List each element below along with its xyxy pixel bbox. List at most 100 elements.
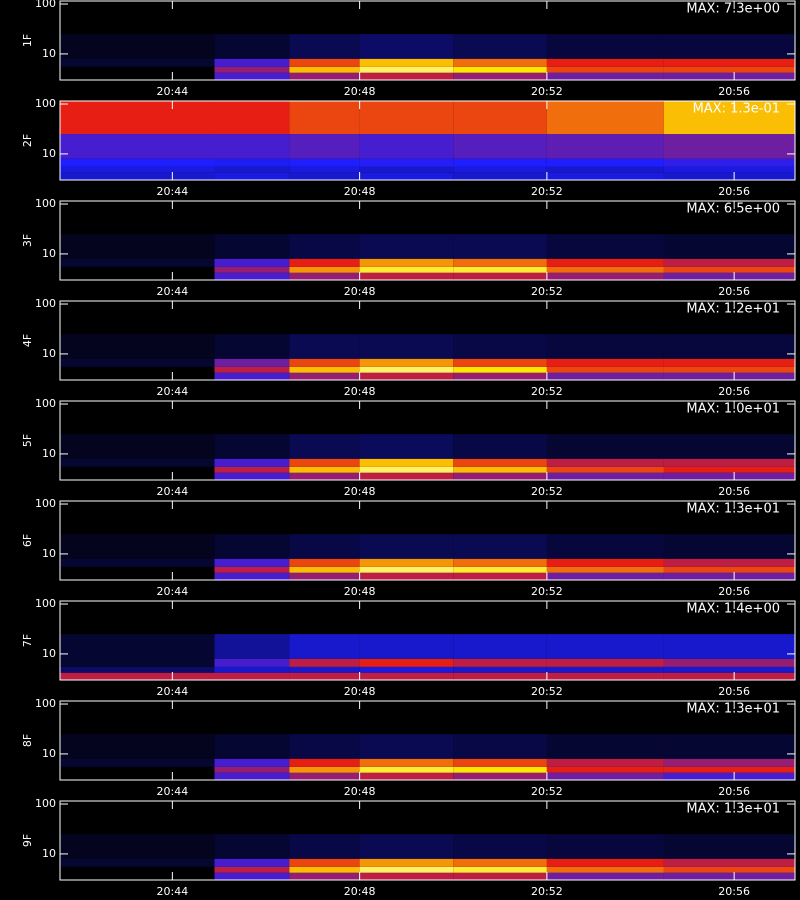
heat-cell [289,872,360,880]
heat-cell [359,1,454,35]
heat-cell [214,201,290,235]
heat-cell [453,158,547,167]
heat-cell [663,666,795,673]
heat-cell [214,334,290,359]
heat-cell [60,801,215,835]
heat-cell [214,701,290,735]
heat-cell [289,201,360,235]
heat-cell [289,701,360,735]
heat-cell [453,134,547,159]
heat-cell [663,466,795,473]
heat-cell [453,858,547,867]
x-tick-label: 20:56 [718,285,750,298]
heat-cell [663,601,795,635]
heat-cell [214,372,290,380]
heat-cell [663,801,795,835]
heat-cell [289,858,360,867]
heat-cell [60,358,215,367]
heat-cell [60,672,215,680]
heat-cell [359,501,454,535]
heat-cell [214,301,290,335]
heat-cell [453,58,547,67]
heat-cell [453,772,547,780]
heat-cell [663,834,795,859]
heat-cell [453,372,547,380]
x-tick-label: 20:52 [531,485,563,498]
heat-cell [359,701,454,735]
x-tick-label: 20:48 [344,885,376,898]
heat-cell [359,258,454,267]
heat-cell [453,466,547,473]
plot-frame [59,0,796,81]
heat-cell [289,58,360,67]
heat-cell [663,266,795,273]
heat-cell [214,172,290,180]
heat-cell [289,34,360,59]
heat-cell [359,234,454,259]
heat-cell [663,358,795,367]
x-tick-label: 20:44 [157,85,189,98]
heat-cell [453,458,547,467]
y-tick-label: 10 [42,447,56,460]
heat-cell [359,458,454,467]
heat-cell [453,534,547,559]
x-tick-label: 20:52 [531,85,563,98]
heat-cell [359,534,454,559]
heat-cell [359,858,454,867]
heat-cell [214,358,290,367]
heat-cell [663,272,795,280]
heat-cell [663,258,795,267]
heat-cell [289,601,360,635]
heat-cell [453,34,547,59]
heat-cell [546,372,664,380]
x-tick-label: 20:44 [157,185,189,198]
heat-cell [453,166,547,173]
heat-cell [546,434,664,459]
heat-cell [60,634,215,659]
x-tick-label: 20:44 [157,885,189,898]
heat-cell [60,158,215,167]
x-tick-label: 20:52 [531,285,563,298]
heat-cell [453,201,547,235]
heat-cell [546,566,664,573]
heat-cell [359,872,454,880]
heat-cell [453,434,547,459]
heat-cell [663,172,795,180]
heat-cell [214,772,290,780]
heat-cell [546,172,664,180]
heat-cell [359,466,454,473]
heat-cell [60,401,215,435]
heat-cell [359,66,454,73]
heat-cell [663,634,795,659]
plot-frame [59,600,796,681]
heat-cell [663,766,795,773]
max-label: MAX: 1.3e+01 [686,502,780,517]
heat-cell [289,534,360,559]
heat-cell [453,101,547,135]
heat-cell [359,201,454,235]
heat-cell [546,301,664,335]
heat-cell [60,58,215,67]
heat-cell [214,158,290,167]
heat-cell [359,72,454,80]
heat-cell [453,258,547,267]
heat-cell [214,434,290,459]
y-tick-label: 10 [42,347,56,360]
heat-cell [214,234,290,259]
heat-cell [453,866,547,873]
heat-cell [214,401,290,435]
heat-cell [214,566,290,573]
heat-cell [663,458,795,467]
heat-cell [289,566,360,573]
heat-cell [289,758,360,767]
heat-cell [214,272,290,280]
heat-cell [359,566,454,573]
heat-cell [663,501,795,535]
y-axis-label: 3F [21,234,34,247]
heat-cell [546,758,664,767]
y-tick-label: 100 [35,97,56,110]
x-tick-label: 20:44 [157,585,189,598]
heat-cell [214,672,290,680]
heat-cell [663,758,795,767]
